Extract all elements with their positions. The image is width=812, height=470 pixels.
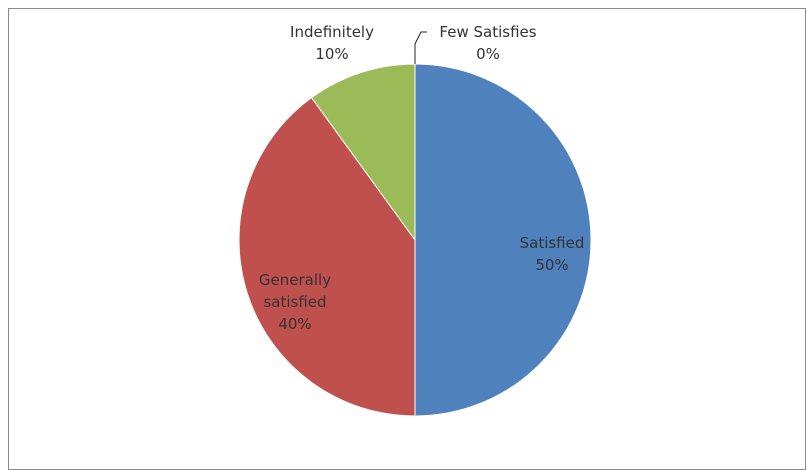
- slice-labels: Satisfied 50% Generally satisfied 40% Indefin…: [259, 23, 584, 333]
- pie-slice-indefinitely: [310, 63, 416, 242]
- pie-slice-generally-satisfied: [238, 96, 416, 417]
- slice-label-indefinitely: Indefinitely 10%: [290, 23, 374, 63]
- pie-slices: [238, 63, 592, 417]
- leader-line-few-satisfies: [414, 31, 427, 64]
- slice-label-satisfied: Satisfied 50%: [520, 234, 585, 274]
- slice-label-generally-satisfied: Generally satisfied 40%: [259, 271, 331, 333]
- pie-slice-satisfied: [414, 63, 592, 417]
- slice-label-few-satisfies: Few Satisfies 0%: [439, 23, 536, 63]
- leader-lines: [414, 31, 427, 64]
